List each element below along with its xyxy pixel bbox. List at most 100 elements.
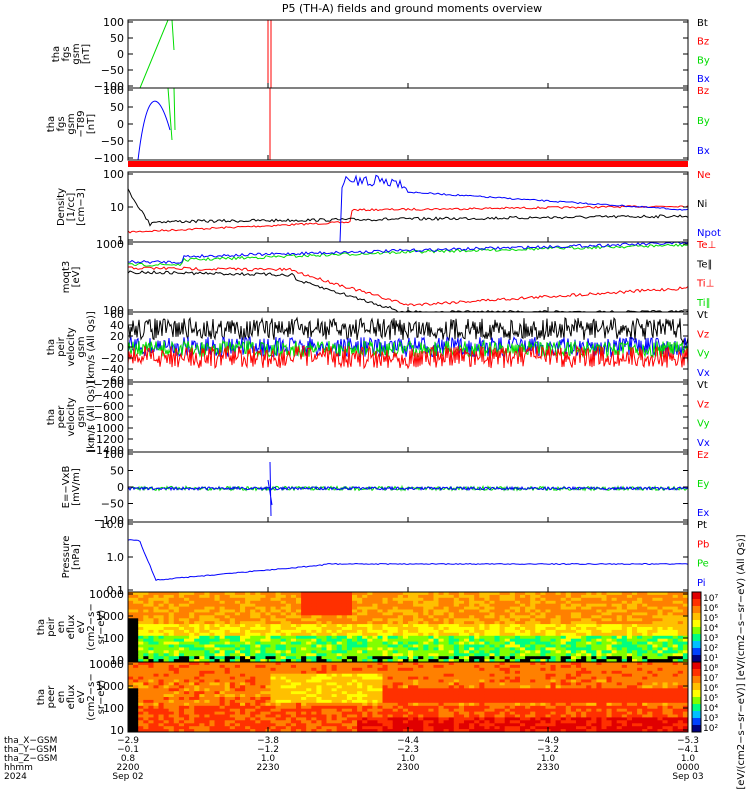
heatmap-cell: [265, 621, 271, 625]
heatmap-cell: [570, 597, 577, 602]
heatmap-cell: [260, 594, 266, 599]
heatmap-cell: [632, 656, 638, 660]
heatmap-cell: [367, 723, 373, 727]
heatmap-cell: [682, 600, 688, 605]
heatmap-cell: [499, 647, 506, 651]
heatmap-cell: [209, 705, 215, 710]
heatmap-cell: [189, 653, 195, 657]
heatmap-cell: [433, 592, 439, 596]
heatmap-cell: [413, 627, 419, 631]
heatmap-cell: [260, 664, 266, 669]
heatmap-cell: [616, 627, 623, 631]
heatmap-cell: [647, 600, 653, 605]
heatmap-cell: [280, 621, 287, 625]
heatmap-cell: [565, 694, 572, 698]
heatmap-cell: [214, 717, 220, 721]
heatmap-cell: [336, 697, 343, 701]
heatmap-cell: [570, 592, 577, 596]
heatmap-cell: [326, 609, 332, 613]
heatmap-cell: [443, 685, 450, 689]
heatmap-cell: [504, 615, 511, 619]
heatmap-cell: [428, 676, 434, 680]
heatmap-cell: [382, 702, 388, 707]
heatmap-cell: [402, 594, 409, 599]
heatmap-cell: [479, 656, 485, 660]
heatmap-cell: [387, 641, 394, 645]
heatmap-cell: [392, 615, 399, 619]
heatmap-cell: [372, 653, 378, 657]
heatmap-cell: [387, 664, 394, 669]
heatmap-cell: [219, 650, 226, 654]
heatmap-cell: [331, 647, 338, 651]
heatmap-cell: [535, 688, 541, 692]
heatmap-cell: [301, 641, 307, 645]
heatmap-cell: [199, 664, 205, 669]
heatmap-cell: [173, 638, 180, 642]
heatmap-cell: [372, 708, 378, 712]
heatmap-cell: [418, 705, 424, 710]
heatmap-cell: [672, 641, 679, 645]
heatmap-cell: [458, 664, 465, 669]
heatmap-cell: [143, 600, 149, 605]
heatmap-cell: [448, 615, 455, 619]
heatmap-cell: [520, 682, 526, 686]
heatmap-cell: [224, 650, 231, 654]
heatmap-cell: [428, 621, 434, 625]
heatmap-cell: [240, 717, 246, 721]
heatmap-cell: [545, 594, 551, 599]
heatmap-cell: [448, 705, 455, 710]
heatmap-cell: [250, 650, 256, 654]
heatmap-cell: [367, 632, 373, 637]
heatmap-cell: [357, 653, 363, 657]
heatmap-cell: [265, 650, 271, 654]
heatmap-cell: [560, 682, 567, 686]
heatmap-cell: [224, 705, 231, 710]
heatmap-cell: [362, 638, 368, 642]
heatmap-cell: [509, 594, 516, 599]
heatmap-cell: [250, 670, 256, 675]
heatmap-cell: [672, 606, 679, 610]
heatmap-cell: [438, 729, 444, 732]
heatmap-cell: [667, 656, 674, 660]
heatmap-cell: [520, 685, 526, 689]
heatmap-cell: [158, 603, 164, 607]
heatmap-cell: [214, 685, 220, 689]
heatmap-cell: [194, 679, 200, 683]
heatmap-cell: [535, 635, 541, 640]
heatmap-cell: [438, 597, 444, 602]
series-Npot: [128, 174, 688, 242]
heatmap-cell: [209, 714, 215, 718]
heatmap-cell: [229, 659, 236, 662]
heatmap-cell: [443, 702, 450, 707]
series-Pi: [128, 539, 688, 581]
heatmap-cell: [173, 685, 180, 689]
heatmap-cell: [586, 627, 592, 631]
heatmap-cell: [682, 615, 688, 619]
heatmap-cell: [352, 621, 358, 625]
heatmap-cell: [377, 720, 383, 724]
heatmap-cell: [285, 632, 292, 637]
heatmap-cell: [346, 699, 353, 704]
heatmap-cell: [133, 723, 139, 727]
heatmap-cell: [443, 615, 450, 619]
heatmap-cell: [296, 711, 302, 715]
heatmap-cell: [413, 662, 419, 666]
heatmap-cell: [453, 612, 460, 616]
heatmap-cell: [362, 717, 368, 721]
heatmap-cell: [352, 664, 358, 669]
heatmap-cell: [128, 647, 134, 651]
heatmap-cell: [168, 621, 175, 625]
heatmap-cell: [438, 641, 444, 645]
heatmap-cell: [326, 603, 332, 607]
heatmap-cell: [306, 635, 312, 640]
heatmap-cell: [377, 659, 383, 662]
heatmap-cell: [565, 729, 572, 732]
heatmap-cell: [163, 612, 170, 616]
heatmap-cell: [530, 705, 536, 710]
heatmap-cell: [311, 691, 317, 695]
heatmap-cell: [484, 705, 490, 710]
heatmap-cell: [632, 641, 638, 645]
heatmap-cell: [326, 647, 332, 651]
heatmap-cell: [626, 641, 633, 645]
heatmap-cell: [367, 714, 373, 718]
